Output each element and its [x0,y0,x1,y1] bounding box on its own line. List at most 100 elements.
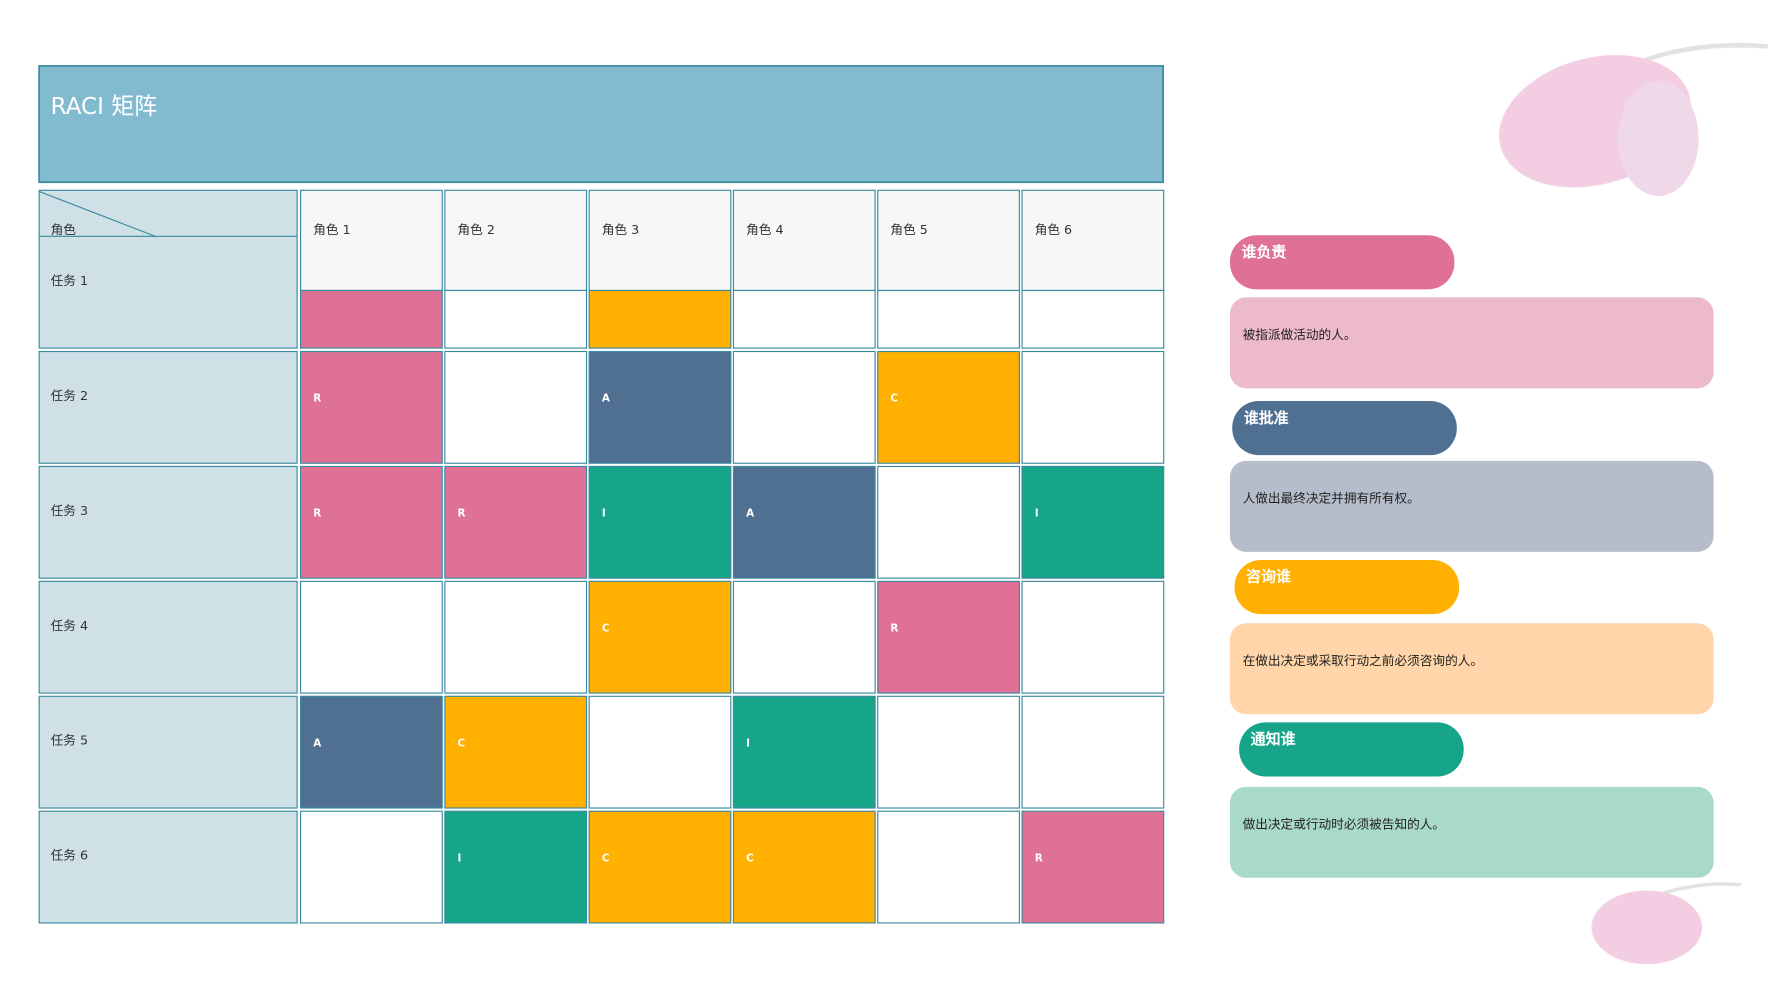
column-label: 角色 1 [313,222,350,237]
matrix-cell [877,695,1020,809]
cell-letter: R [1035,852,1043,864]
matrix-cell [444,465,588,579]
task-cell [38,695,298,809]
matrix-cell [588,350,732,464]
task-label: 任务 4 [51,618,88,633]
legend-pill [1234,559,1460,615]
matrix-cell [588,289,732,349]
title: RACI 矩阵 [51,94,158,120]
matrix-cell [588,695,732,809]
corner-label: 角色 [51,222,77,237]
matrix-cell [588,580,732,694]
task-label: 任务 3 [51,503,88,518]
flower-decoration [1499,42,1768,965]
matrix-cell [732,289,876,349]
column-header [1021,189,1165,292]
task-label: 任务 2 [51,388,88,403]
matrix-cell [1021,695,1165,809]
column-header [444,189,588,292]
cell-letter: C [458,738,466,750]
matrix-cell [732,465,876,579]
column-label: 角色 2 [458,222,495,237]
legend-box [1229,297,1714,389]
matrix-cell [444,289,588,349]
legend-description: 做出决定或行动时必须被告知的人。 [1243,816,1446,831]
legend-box [1229,460,1714,552]
cell-letter: R [458,508,466,520]
column-header [877,189,1020,292]
legend-title: 咨询谁 [1246,568,1291,586]
task-label: 任务 6 [51,848,88,863]
matrix-cell [299,695,443,809]
column-label: 角色 3 [602,222,639,237]
matrix-cell [299,810,443,924]
matrix-cell [1021,580,1165,694]
corner-cell [38,189,298,349]
task-cell [38,350,298,464]
cell-letter: A [602,393,610,405]
task-label: 任务 5 [51,733,88,748]
column-header [299,189,443,292]
cell-letter: I [602,508,606,520]
cell-letter: I [746,738,750,750]
cell-letter: A [313,738,321,750]
matrix-cell [732,695,876,809]
cell-letter: C [602,852,610,864]
matrix-cell [299,289,443,349]
matrix-cell [1021,810,1165,924]
legend-pill [1229,235,1455,290]
matrix-cell [444,810,588,924]
task-cell [38,580,298,694]
cell-letter: R [890,623,898,635]
matrix-cell [732,580,876,694]
task-cell [38,465,298,579]
cell-letter: A [746,508,754,520]
cell-letter: C [602,623,610,635]
matrix-cell [299,350,443,464]
cell-letter: I [1035,508,1039,520]
cell-letter: I [458,852,462,864]
title-banner [38,65,1164,184]
cell-letter: R [313,393,321,405]
matrix-cell [1021,465,1165,579]
task-label: 任务 1 [51,273,88,288]
legend-title: 通知谁 [1251,730,1296,748]
legend-description: 人做出最终决定并拥有所有权。 [1243,490,1420,505]
legend-pill [1239,722,1464,777]
column-label: 角色 4 [746,222,783,237]
matrix-cell [877,350,1020,464]
task-cell [38,810,298,924]
matrix-cell [444,580,588,694]
matrix-cell [1021,350,1165,464]
matrix-cell [299,580,443,694]
matrix-cell [877,289,1020,349]
matrix-cell [732,810,876,924]
legend-box [1229,623,1714,715]
matrix-cell [588,810,732,924]
matrix-cell [588,465,732,579]
cell-letter: R [313,508,321,520]
legend-pill [1232,401,1457,456]
cell-letter: C [746,852,754,864]
corner-diagonal [38,190,156,237]
matrix-cell [1021,289,1165,349]
legend-title: 谁负责 [1241,243,1286,261]
column-label: 角色 6 [1035,222,1072,237]
matrix-cell [444,695,588,809]
legend-description: 被指派做活动的人。 [1243,327,1357,342]
matrix-cell [877,465,1020,579]
column-label: 角色 5 [890,222,927,237]
matrix-cell [299,465,443,579]
matrix-cell [877,580,1020,694]
cell-letter: C [890,393,898,405]
matrix-cell [444,350,588,464]
legend-box [1229,786,1714,878]
matrix-cell [877,810,1020,924]
legend-title: 谁批准 [1244,409,1289,427]
column-header [732,189,876,292]
legend-description: 在做出决定或采取行动之前必须咨询的人。 [1243,653,1483,668]
matrix-cell [732,350,876,464]
column-header [588,189,732,292]
